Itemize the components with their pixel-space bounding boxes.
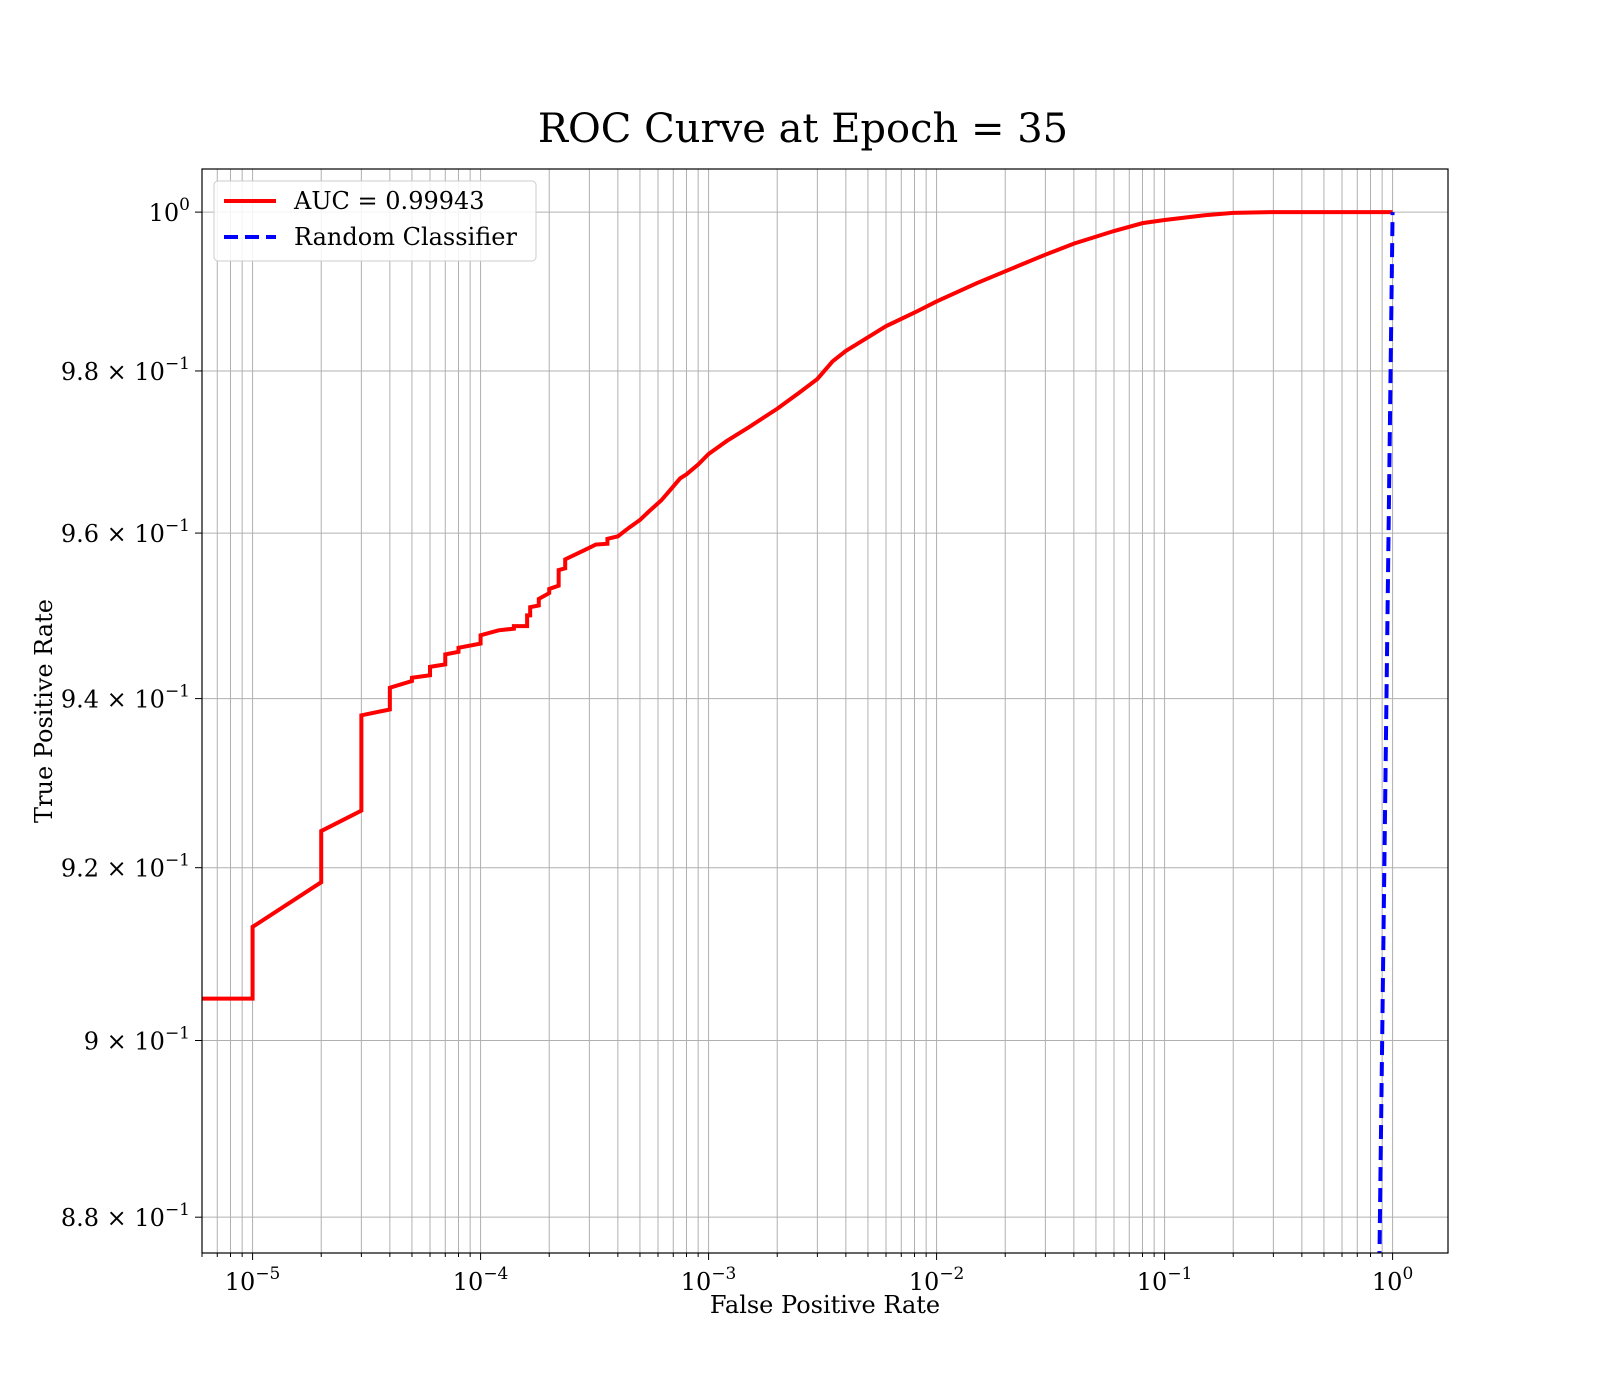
series-lines	[202, 210, 1395, 1253]
plot-frame	[201, 168, 1449, 1254]
legend-box	[213, 180, 537, 262]
random-classifier-line	[1377, 212, 1395, 1253]
roc-curve-line	[202, 210, 1393, 1001]
legend-label: AUC = 0.99943	[293, 187, 485, 215]
chart-title: ROC Curve at Epoch = 35	[538, 106, 1068, 152]
x-tick-label: 10−3	[681, 1264, 737, 1296]
grid	[201, 169, 1448, 1253]
legend-label: Random Classifier	[294, 223, 517, 251]
y-axis-label: True Positive Rate	[30, 599, 58, 823]
x-axis-label: False Positive Rate	[710, 1291, 940, 1319]
legend: AUC = 0.99943 Random Classifier	[213, 180, 537, 262]
